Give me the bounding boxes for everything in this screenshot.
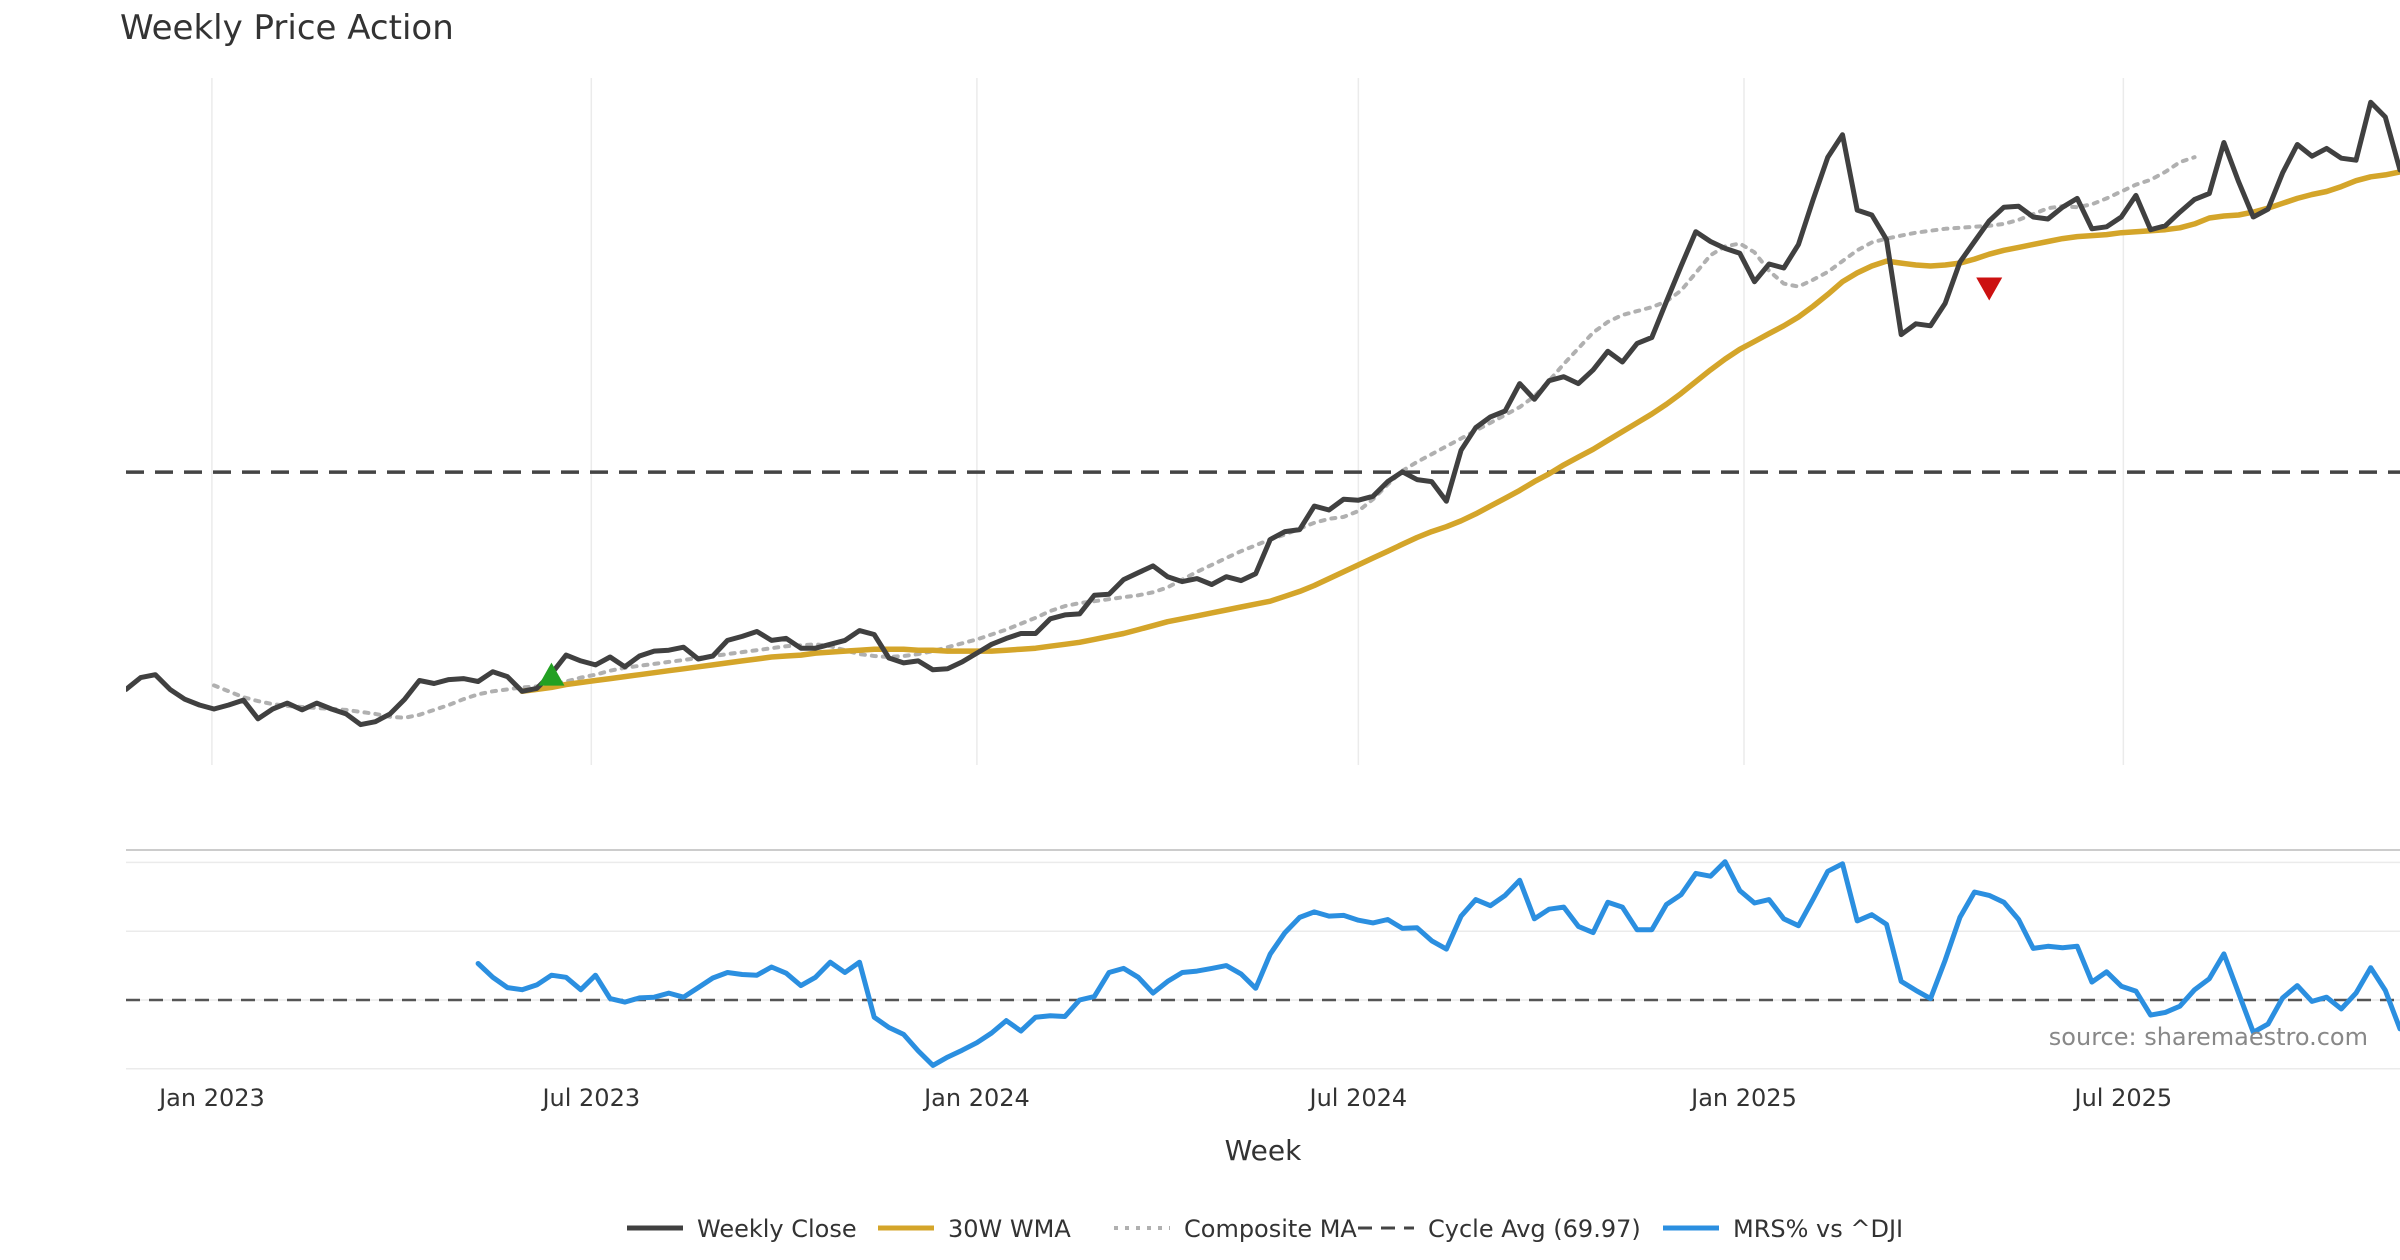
x-axis-label: Week [1225,1134,1302,1167]
price-y-tick-label: 110 [76,67,122,95]
x-tick-label: Jul 2024 [1308,1084,1408,1112]
legend-item: Cycle Avg (69.97) [1358,1215,1641,1243]
price-y-tick-label: 70 [91,459,122,487]
legend-item: MRS% vs ^DJI [1663,1215,1903,1243]
legend-label: Cycle Avg (69.97) [1428,1215,1641,1243]
legend-label: 30W WMA [948,1215,1071,1243]
x-tick-label: Jan 2025 [1689,1084,1797,1112]
x-tick-label: Jul 2025 [2073,1084,2173,1112]
legend-label: Weekly Close [697,1215,857,1243]
price-y-axis-label: Price (weekly) [12,314,45,511]
composite-ma-line [212,155,2197,720]
price-panel: 50 60 70 80 90 100 110 Price (weekly) [12,67,2400,765]
mrs-y-tick-label: 0.0 [84,987,122,1015]
wma-line [519,169,2400,695]
mrs-y-tick-label: 20.0 [69,849,122,877]
legend-item: Weekly Close [627,1215,857,1243]
legend-item: Composite MA [1114,1215,1357,1243]
price-y-tick-label: 90 [91,263,122,291]
legend-item: 30W WMA [878,1215,1071,1243]
source-note: source: sharemaestro.com [2049,1023,2368,1051]
legend: Weekly Close 30W WMA Composite MA Cycle Avg… [627,1215,1903,1243]
price-y-tick-label: 80 [91,361,122,389]
mrs-y-axis-label: MRS (%) [0,908,33,1027]
mrs-panel: −10.0 0.0 10.0 20.0 MRS (%) [0,849,2400,1084]
price-y-tick-label: 60 [91,557,122,585]
mrs-line [475,859,2400,1068]
x-tick-label: Jan 2024 [922,1084,1030,1112]
legend-label: Composite MA [1184,1215,1357,1243]
price-y-tick-label: 50 [91,655,122,683]
buy-signal-marker [538,662,565,686]
price-y-tick-label: 100 [76,165,122,193]
x-tick-label: Jan 2023 [157,1084,265,1112]
weekly-close-line [126,99,2400,728]
x-axis: Jan 2023 Jul 2023 Jan 2024 Jul 2024 Jan 2025… [157,1084,2172,1112]
mrs-y-tick-label: −10.0 [48,1056,122,1084]
legend-label: MRS% vs ^DJI [1733,1215,1903,1243]
sell-signal-marker [1976,277,2003,301]
chart-title: Weekly Price Action [120,8,454,48]
mrs-y-tick-label: 10.0 [69,918,122,946]
x-tick-label: Jul 2023 [540,1084,640,1112]
